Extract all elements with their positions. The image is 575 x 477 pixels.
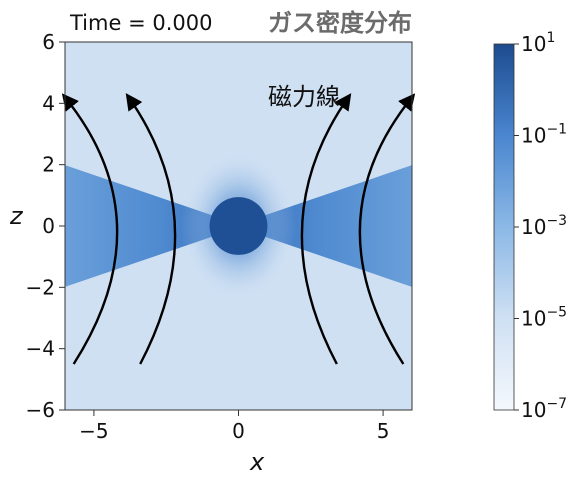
plot-area [61, 41, 416, 411]
x-tick-label: 0 [232, 419, 245, 443]
field-line-4 [358, 93, 416, 365]
central-sphere [209, 197, 268, 255]
y-tick-label: 4 [42, 91, 55, 115]
colorbar-ticks: 101 10−1 10−3 10−5 10−7 [514, 30, 567, 422]
x-tick-label: 5 [377, 419, 390, 443]
y-tick-label: −6 [26, 398, 55, 422]
colorbar: 101 10−1 10−3 10−5 10−7 [493, 30, 567, 422]
field-line-1 [61, 93, 119, 365]
colorbar-tick-label: 10−1 [521, 122, 567, 148]
y-tick-label: 0 [42, 214, 55, 238]
time-label: Time = 0.000 [69, 11, 212, 35]
y-tick-label: 2 [42, 153, 55, 177]
chart-title: ガス密度分布 [268, 9, 412, 37]
field-lines [61, 93, 416, 365]
colorbar-tick-label: 101 [521, 30, 555, 56]
colorbar-tick-label: 10−7 [521, 396, 567, 422]
y-tick-label: 6 [42, 30, 55, 54]
colorbar-gradient [493, 43, 515, 411]
colorbar-tick-label: 10−3 [521, 213, 567, 239]
y-tick-label: −4 [26, 337, 55, 361]
y-tick-label: −2 [26, 275, 55, 299]
disk-left [65, 165, 222, 287]
x-axis-label: x [249, 448, 265, 476]
y-axis-ticks: −6 −4 −2 0 2 4 6 [26, 30, 65, 422]
x-axis-ticks: −5 0 5 [79, 410, 389, 443]
field-line-annotation: 磁力線 [268, 83, 340, 111]
x-tick-label: −5 [79, 419, 108, 443]
disk-right [255, 165, 412, 287]
field-line-3 [300, 93, 352, 365]
colorbar-tick-label: 10−5 [521, 305, 567, 331]
field-line-2 [125, 93, 177, 365]
y-axis-label: z [9, 202, 24, 230]
